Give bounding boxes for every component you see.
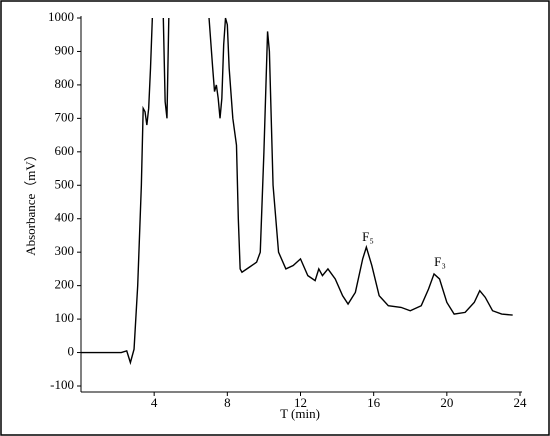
y-tick-label: 200	[55, 277, 75, 292]
y-tick-label: -100	[50, 377, 74, 392]
x-tick-label: 4	[151, 395, 158, 410]
x-tick-label: 16	[367, 395, 381, 410]
annotation: F₃	[434, 254, 446, 269]
y-tick-label: 900	[55, 42, 75, 57]
y-tick-label: 300	[55, 243, 75, 258]
x-tick-label: 12	[294, 395, 307, 410]
x-tick-label: 8	[224, 395, 231, 410]
y-tick-label: 700	[55, 109, 75, 124]
y-tick-label: 600	[55, 143, 75, 158]
x-axis-label: T (min)	[280, 406, 320, 421]
data-line	[81, 17, 513, 366]
annotation: F₅	[362, 229, 374, 244]
y-tick-label: 1000	[48, 9, 74, 24]
y-tick-label: 400	[55, 210, 75, 225]
y-tick-label: 500	[55, 176, 75, 191]
y-tick-label: 800	[55, 76, 75, 91]
x-tick-label: 24	[514, 395, 528, 410]
y-tick-label: 0	[68, 344, 75, 359]
y-tick-label: 100	[55, 310, 75, 325]
y-axis-label: Absorbance（mV）	[23, 148, 38, 256]
x-tick-label: 20	[440, 395, 453, 410]
